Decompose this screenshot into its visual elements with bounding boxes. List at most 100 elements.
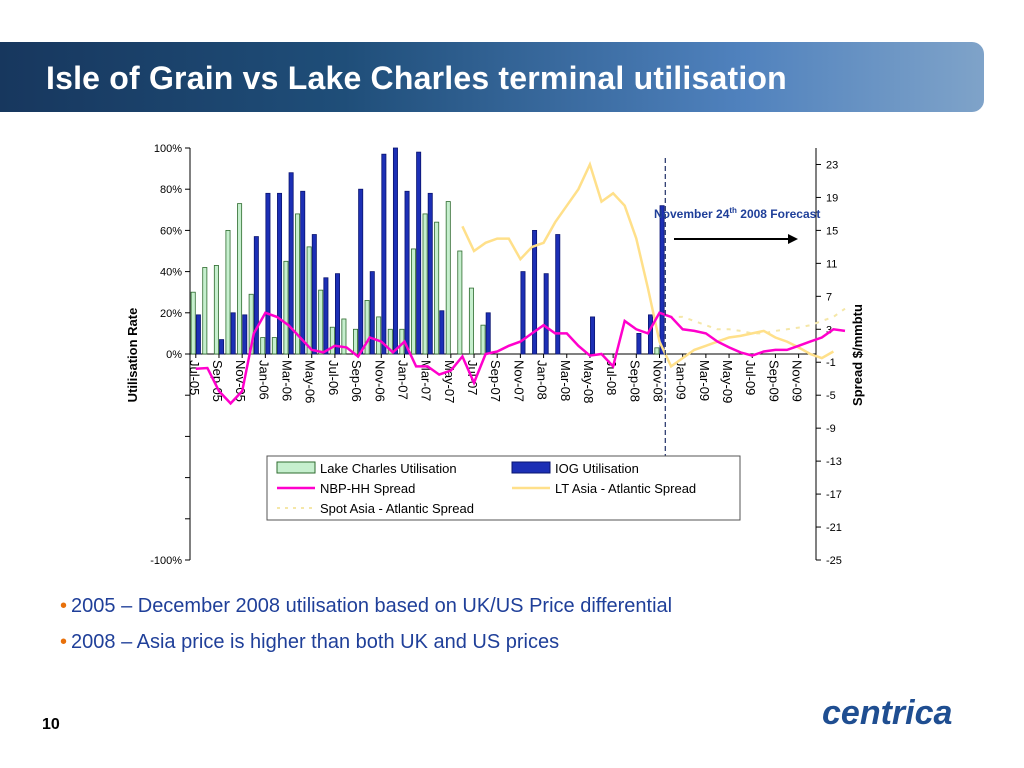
legend-box — [266, 455, 741, 521]
iog-bar — [219, 339, 225, 355]
right-tick-label: 3 — [826, 324, 832, 336]
lake-charles-bar — [329, 326, 335, 355]
left-axis-title: Utilisation Rate — [125, 308, 140, 403]
x-tick-label: Jul-08 — [604, 360, 619, 395]
iog-bar — [590, 316, 596, 355]
left-tick-label: 80% — [160, 184, 182, 196]
iog-bar — [416, 151, 422, 355]
left-tick-label: 60% — [160, 225, 182, 237]
lake-charles-bar — [410, 248, 416, 355]
legend-label: LT Asia - Atlantic Spread — [555, 481, 696, 496]
forecast-annotation-sup: th — [729, 206, 737, 215]
iog-bar — [543, 273, 549, 355]
x-tick-label: Jul-09 — [743, 360, 758, 395]
right-axis-title: Spread $/mmbtu — [850, 304, 865, 406]
right-tick-label: -21 — [826, 522, 842, 534]
x-tick-label: Jul-06 — [326, 360, 341, 395]
legend-swatch — [511, 461, 551, 474]
iog-bar — [358, 188, 364, 355]
lake-charles-bar — [318, 289, 324, 355]
x-tick-label: May-07 — [442, 360, 457, 403]
right-tick-label: -1 — [826, 357, 836, 369]
iog-bar — [485, 312, 491, 355]
title-bar: Isle of Grain vs Lake Charles terminal u… — [0, 42, 984, 112]
x-tick-label: Jan-09 — [674, 360, 689, 400]
iog-bar — [265, 192, 271, 355]
nbp-hh-line — [195, 311, 846, 406]
iog-bar — [659, 205, 665, 355]
left-tick-label: 20% — [160, 308, 182, 320]
legend-label: IOG Utilisation — [555, 461, 639, 476]
iog-bar — [520, 271, 526, 355]
x-tick-label: Nov-09 — [790, 360, 805, 402]
iog-bar — [636, 332, 642, 355]
legend-swatch — [276, 461, 316, 474]
forecast-annotation-text-end: 2008 Forecast — [737, 207, 820, 221]
x-tick-label: Nov-06 — [372, 360, 387, 402]
right-tick-label: -9 — [826, 423, 836, 435]
iog-bar — [427, 192, 433, 355]
lake-charles-bar — [480, 324, 486, 355]
x-tick-label: Sep-08 — [627, 360, 642, 402]
lake-charles-bar — [213, 265, 219, 355]
x-tick-label: Sep-07 — [488, 360, 503, 402]
x-tick-label: Jan-07 — [395, 360, 410, 400]
iog-bar — [300, 190, 306, 355]
lake-charles-bar — [295, 213, 301, 355]
x-tick-label: Mar-09 — [697, 360, 712, 401]
iog-bar — [381, 153, 387, 355]
right-tick-label: 15 — [826, 225, 838, 237]
forecast-annotation: November 24th 2008 Forecast — [654, 206, 820, 221]
x-tick-label: Mar-08 — [558, 360, 573, 401]
x-tick-label: May-08 — [581, 360, 596, 403]
right-tick-label: -17 — [826, 489, 842, 501]
iog-bar — [369, 271, 375, 355]
spot-asia-line — [659, 307, 846, 335]
x-tick-label: Jan-06 — [256, 360, 271, 400]
right-tick-label: 19 — [826, 192, 838, 204]
right-tick-label: 23 — [826, 159, 838, 171]
lake-charles-bar — [364, 300, 370, 355]
lake-charles-bar — [283, 260, 289, 355]
iog-bar — [532, 229, 538, 355]
lake-charles-bar — [225, 229, 231, 355]
legend-label: Spot Asia - Atlantic Spread — [320, 501, 474, 516]
bullet-dot-icon: • — [60, 631, 68, 653]
logo-text: centrica — [822, 694, 952, 732]
x-tick-label: Mar-06 — [280, 360, 295, 401]
iog-bar — [555, 234, 561, 355]
x-tick-label: Sep-06 — [349, 360, 364, 402]
left-tick-label: -100% — [150, 555, 182, 567]
right-tick-label: -25 — [826, 555, 842, 567]
lake-charles-bar — [387, 328, 393, 355]
legend-label: NBP-HH Spread — [320, 481, 415, 496]
iog-bar — [253, 236, 259, 355]
lake-charles-bar — [306, 246, 312, 355]
lake-charles-bar — [457, 250, 463, 355]
iog-bar — [392, 147, 398, 355]
bullet-item: • 2008 – Asia price is higher than both U… — [60, 630, 672, 666]
iog-bar — [404, 190, 410, 355]
x-tick-label: Jan-08 — [535, 360, 550, 400]
page-title: Isle of Grain vs Lake Charles terminal u… — [46, 60, 787, 96]
lake-charles-bar — [654, 347, 660, 355]
page-number: 10 — [42, 716, 60, 733]
left-tick-label: 100% — [154, 143, 182, 155]
x-tick-label: Sep-05 — [210, 360, 225, 402]
lake-charles-bar — [341, 318, 347, 355]
bullet-list: • 2005 – December 2008 utilisation based … — [60, 594, 672, 666]
x-tick-label: Nov-07 — [511, 360, 526, 402]
bullet-text: 2008 – Asia price is higher than both UK… — [71, 631, 560, 653]
iog-bar — [288, 172, 294, 355]
forecast-arrow-head-icon — [788, 234, 798, 244]
lake-charles-bar — [248, 293, 254, 355]
x-tick-label: May-09 — [720, 360, 735, 403]
lake-charles-bar — [237, 203, 243, 355]
lt-asia-line — [461, 161, 835, 369]
right-tick-label: 11 — [826, 258, 837, 270]
iog-bar — [195, 314, 201, 355]
x-tick-label: Sep-09 — [766, 360, 781, 402]
right-tick-label: -13 — [826, 456, 842, 468]
left-tick-label: 0% — [166, 349, 182, 361]
